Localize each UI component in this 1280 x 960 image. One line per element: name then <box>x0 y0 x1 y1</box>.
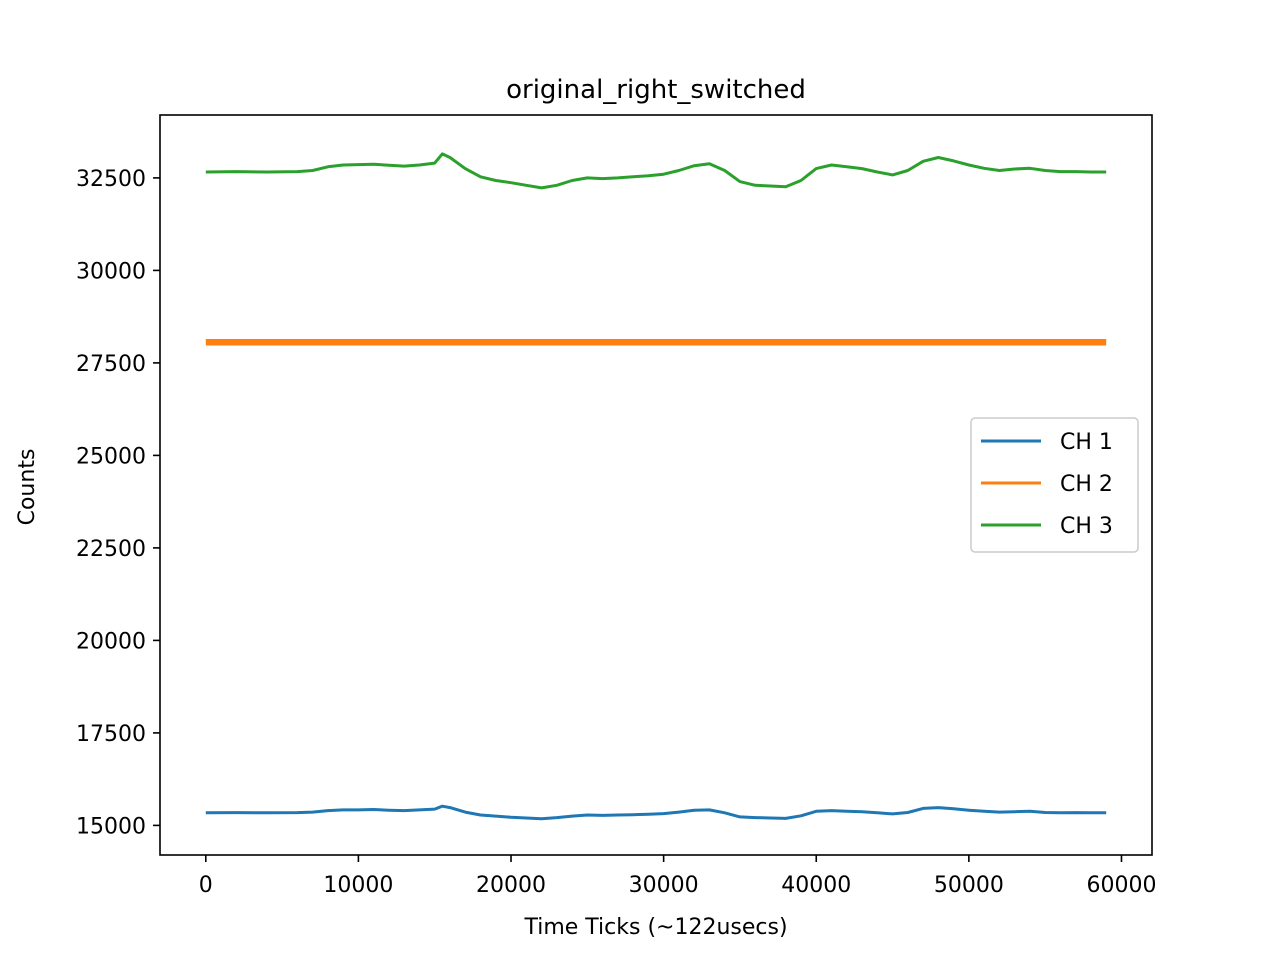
y-tick-label: 25000 <box>76 444 146 469</box>
x-tick-label: 60000 <box>1086 873 1156 898</box>
series-layer <box>205 152 1107 821</box>
x-tick-label: 50000 <box>934 873 1004 898</box>
y-axis-ticks: 15000 17500 20000 22500 25000 27500 30000 32500 <box>76 167 160 839</box>
y-axis-label: Counts <box>15 449 40 526</box>
legend-label-ch2: CH 2 <box>1060 472 1113 497</box>
legend-box <box>970 417 1139 553</box>
legend-label-ch1: CH 1 <box>1060 430 1113 455</box>
x-axis-label: Time Ticks (~122usecs) <box>523 915 787 940</box>
chart-title: original_right_switched <box>506 75 806 105</box>
x-tick-label: 40000 <box>781 873 851 898</box>
y-tick-label: 17500 <box>76 722 146 747</box>
x-tick-label: 30000 <box>629 873 699 898</box>
x-axis-ticks: 0 10000 20000 30000 40000 50000 60000 <box>199 855 1156 898</box>
x-tick-label: 10000 <box>323 873 393 898</box>
series-line-ch3 <box>205 152 1107 190</box>
x-tick-label: 20000 <box>476 873 546 898</box>
y-tick-label: 30000 <box>76 259 146 284</box>
y-tick-label: 22500 <box>76 537 146 562</box>
x-tick-label: 0 <box>199 873 213 898</box>
legend-label-ch3: CH 3 <box>1060 514 1113 539</box>
y-tick-label: 15000 <box>76 814 146 839</box>
plot-frame <box>159 114 1153 856</box>
y-tick-label: 32500 <box>76 167 146 192</box>
y-tick-label: 20000 <box>76 629 146 654</box>
y-tick-label: 27500 <box>76 352 146 377</box>
legend: CH 1 CH 2 CH 3 <box>970 417 1139 553</box>
series-line-ch1 <box>205 804 1107 821</box>
